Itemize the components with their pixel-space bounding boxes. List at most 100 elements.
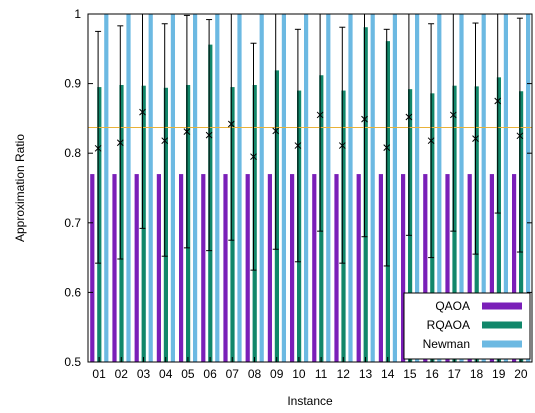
bar-newman-03 bbox=[148, 14, 153, 362]
bar-newman-10 bbox=[304, 14, 309, 362]
bar-qaoa-13 bbox=[356, 174, 361, 362]
bar-newman-04 bbox=[170, 14, 175, 362]
mean-marker bbox=[227, 120, 235, 128]
errorbar-14 bbox=[383, 28, 391, 267]
bar-rqaoa-09 bbox=[274, 70, 279, 362]
x-tick-label: 11 bbox=[315, 367, 328, 381]
bar-newman-02 bbox=[126, 14, 131, 362]
y-tick-label: 0.5 bbox=[64, 355, 81, 369]
bar-newman-01 bbox=[104, 14, 109, 362]
mean-marker bbox=[338, 142, 346, 149]
plot-frame bbox=[87, 13, 533, 363]
bar-rqaoa-19 bbox=[496, 77, 501, 362]
bar-rqaoa-13 bbox=[363, 27, 368, 362]
bar-qaoa-15 bbox=[401, 174, 406, 362]
bar-rqaoa-10 bbox=[297, 90, 302, 362]
bar-newman-14 bbox=[392, 14, 397, 362]
bar-rqaoa-17 bbox=[452, 85, 457, 362]
bar-qaoa-12 bbox=[334, 174, 339, 362]
mean-marker bbox=[294, 142, 302, 149]
x-tick-label: 07 bbox=[226, 367, 240, 381]
bar-rqaoa-14 bbox=[385, 41, 390, 362]
y-tick-label: 0.7 bbox=[64, 216, 81, 230]
x-tick-label: 06 bbox=[203, 367, 217, 381]
bar-qaoa-05 bbox=[179, 174, 184, 362]
bar-newman-08 bbox=[259, 14, 264, 362]
bar-rqaoa-02 bbox=[119, 84, 124, 363]
bar-rqaoa-04 bbox=[163, 87, 168, 362]
bar-newman-12 bbox=[348, 14, 353, 362]
mean-marker bbox=[361, 115, 368, 123]
errorbar-12 bbox=[338, 26, 346, 264]
bar-rqaoa-16 bbox=[430, 93, 435, 362]
bar-rqaoa-05 bbox=[186, 84, 191, 363]
x-tick-label: 10 bbox=[292, 367, 306, 381]
bar-newman-13 bbox=[370, 14, 375, 362]
errorbar-06 bbox=[205, 19, 213, 252]
legend-swatch-newman bbox=[482, 340, 522, 348]
bar-rqaoa-20 bbox=[519, 91, 524, 362]
bar-newman-16 bbox=[437, 14, 442, 362]
x-tick-label: 04 bbox=[159, 367, 173, 381]
bar-qaoa-16 bbox=[423, 174, 428, 362]
x-tick-label: 19 bbox=[492, 367, 506, 381]
y-axis-label: Approximation Ratio bbox=[13, 134, 27, 242]
bar-newman-05 bbox=[193, 14, 198, 362]
x-tick-label: 17 bbox=[448, 367, 462, 381]
legend: QAOA RQAOA Newman bbox=[403, 292, 531, 360]
bar-newman-20 bbox=[526, 14, 531, 362]
y-axis: 0.5 0.6 0.7 0.8 0.9 1 bbox=[64, 7, 532, 369]
mean-marker bbox=[516, 132, 524, 140]
errorbar-18 bbox=[472, 22, 479, 255]
bar-qaoa-04 bbox=[156, 174, 161, 362]
x-tick-label: 09 bbox=[270, 367, 284, 381]
x-tick-label: 02 bbox=[115, 367, 129, 381]
legend-label-rqaoa: RQAOA bbox=[427, 318, 470, 332]
y-tick-label: 0.9 bbox=[64, 77, 81, 91]
bar-qaoa-01 bbox=[90, 174, 95, 362]
bar-newman-09 bbox=[281, 14, 286, 362]
x-tick-label: 13 bbox=[359, 367, 373, 381]
bar-rqaoa-07 bbox=[230, 87, 235, 362]
bar-rqaoa-18 bbox=[474, 86, 479, 362]
mean-marker bbox=[383, 144, 391, 151]
bar-rqaoa-15 bbox=[408, 89, 413, 363]
bar-qaoa-20 bbox=[512, 174, 517, 362]
bars-layer bbox=[90, 14, 531, 363]
errorbars-layer bbox=[94, 13, 524, 271]
bar-qaoa-19 bbox=[489, 174, 494, 362]
mean-marker bbox=[472, 135, 479, 142]
x-tick-label: 12 bbox=[337, 367, 351, 381]
bar-rqaoa-11 bbox=[319, 75, 324, 362]
mean-marker bbox=[250, 153, 257, 161]
bar-newman-19 bbox=[503, 14, 508, 362]
mean-marker bbox=[183, 128, 191, 135]
legend-label-qaoa: QAOA bbox=[435, 299, 470, 313]
mean-marker bbox=[427, 137, 435, 145]
y-tick-label: 0.8 bbox=[64, 146, 81, 160]
bar-newman-07 bbox=[237, 14, 242, 362]
legend-label-newman: Newman bbox=[423, 337, 470, 351]
mean-marker bbox=[161, 137, 169, 145]
bar-rqaoa-12 bbox=[341, 90, 346, 362]
errorbar-05 bbox=[183, 14, 191, 249]
errorbar-01 bbox=[94, 30, 102, 264]
x-tick-label: 20 bbox=[514, 367, 528, 381]
bar-qaoa-06 bbox=[201, 174, 206, 362]
y-tick-label: 1 bbox=[74, 7, 81, 21]
errorbar-10 bbox=[294, 28, 302, 263]
bar-newman-17 bbox=[459, 14, 464, 362]
x-tick-label: 03 bbox=[137, 367, 151, 381]
mean-marker bbox=[272, 127, 280, 135]
bar-qaoa-08 bbox=[245, 174, 250, 362]
bar-qaoa-18 bbox=[467, 174, 472, 362]
mean-marker bbox=[116, 139, 124, 147]
bar-rqaoa-06 bbox=[208, 44, 213, 363]
errorbar-04 bbox=[161, 23, 169, 257]
bar-qaoa-11 bbox=[312, 174, 317, 362]
x-tick-label: 14 bbox=[381, 367, 395, 381]
x-tick-label: 08 bbox=[248, 367, 262, 381]
mean-marker bbox=[94, 144, 102, 152]
bar-qaoa-07 bbox=[223, 174, 228, 362]
